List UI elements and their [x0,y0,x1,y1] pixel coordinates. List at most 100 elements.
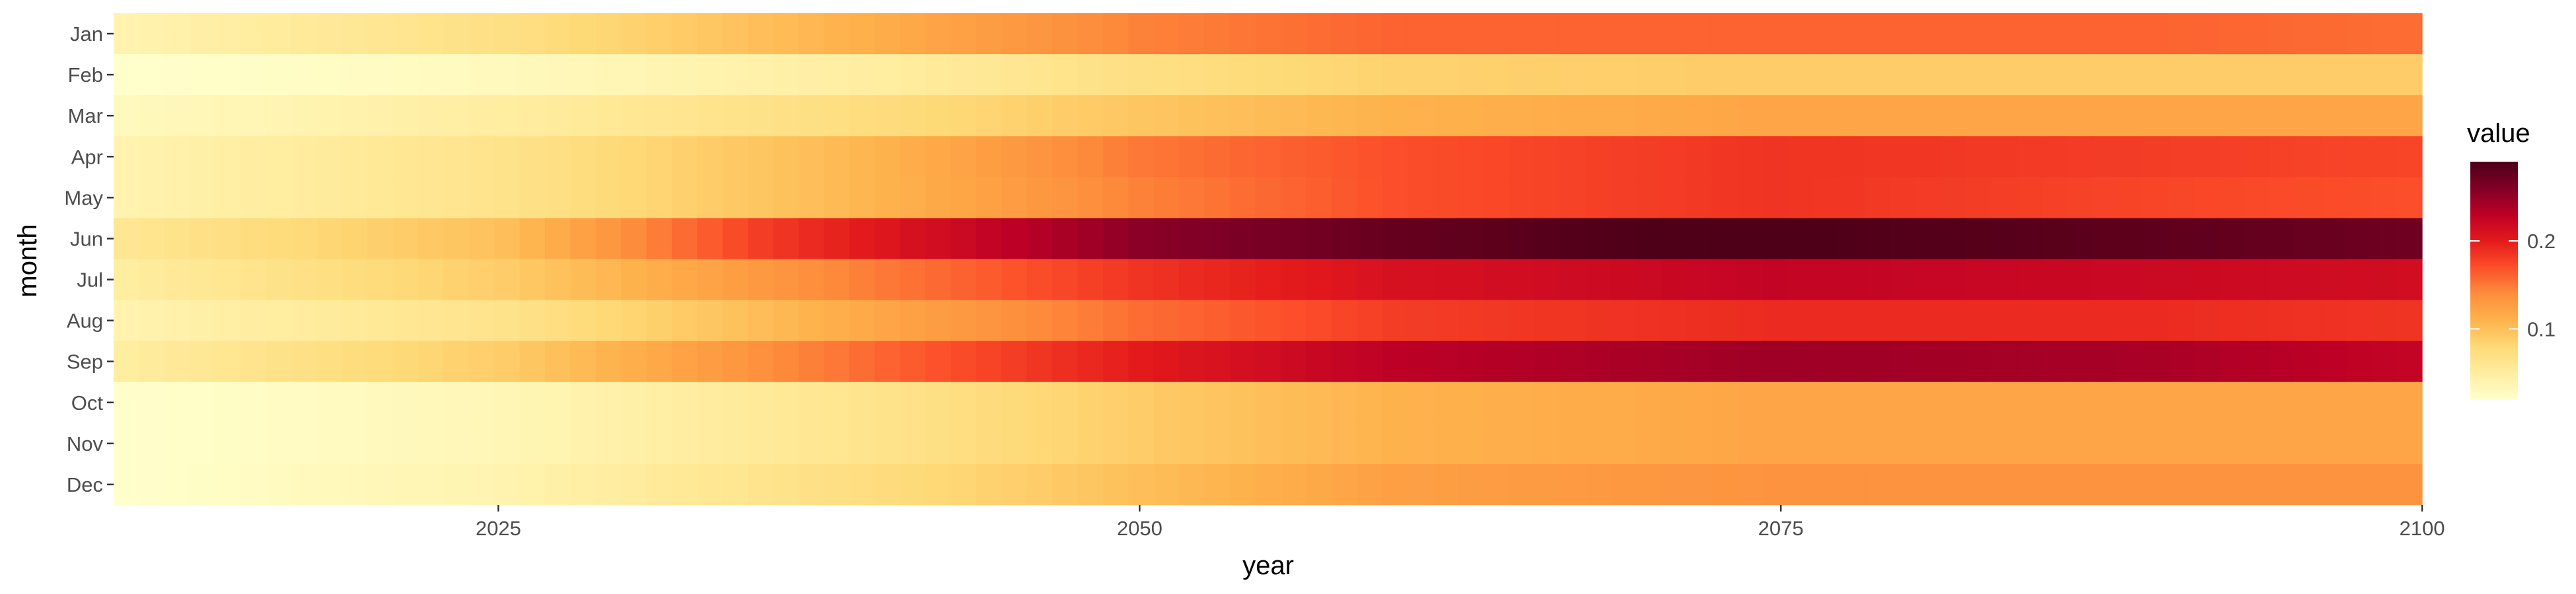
heatmap-cell [392,381,419,424]
heatmap-cell [1661,136,1687,178]
heatmap-cell [595,300,622,342]
heatmap-cell [1331,422,1357,465]
heatmap-row-jun [114,218,2423,259]
heatmap-cell [1026,300,1053,342]
heatmap-cell [1407,218,1433,259]
heatmap-cell [2041,136,2067,178]
heatmap-cell [316,13,343,55]
heatmap-cell [1280,177,1306,218]
heatmap-cell [2320,218,2347,259]
heatmap-cell [1965,218,1991,259]
heatmap-cell [1686,177,1713,218]
heatmap-cell [1052,177,1079,218]
heatmap-cell [2270,13,2296,55]
heatmap-cell [316,218,343,259]
heatmap-cell [1965,259,1991,300]
heatmap-cell [1711,381,1738,424]
heatmap-cell [1102,341,1129,383]
heatmap-cell [773,463,799,506]
heatmap-cell [2244,341,2271,383]
heatmap-cell [925,218,952,259]
heatmap-cell [621,13,647,55]
heatmap-cell [215,259,241,300]
heatmap-cell [2194,259,2220,300]
heatmap-cell [1356,463,1382,506]
heatmap-cell [1001,218,1028,259]
heatmap-cell [1711,95,1738,137]
heatmap-cell [1102,95,1129,137]
heatmap-cell [1280,300,1306,342]
heatmap-cell [2320,422,2347,465]
heatmap-cell [1306,422,1332,465]
heatmap-cell [748,54,774,96]
heatmap-cell [2092,381,2118,424]
heatmap-cell [849,381,875,424]
heatmap-cell [468,341,495,383]
heatmap-cell [1052,259,1079,300]
heatmap-cell [2345,422,2372,465]
heatmap-cell [367,177,394,218]
heatmap-cell [1128,381,1155,424]
heatmap-cell [1965,381,1991,424]
heatmap-cell [976,13,1002,55]
heatmap-cell [2270,95,2296,137]
heatmap-cell [1483,341,1509,383]
heatmap-cell [1635,341,1662,383]
legend-tick-label: 0.2 [2527,230,2556,253]
heatmap-cell [1483,218,1509,259]
heatmap-cell [1610,422,1636,465]
heatmap-cell [2295,259,2321,300]
heatmap-cell [1787,341,1814,383]
heatmap-cell [1458,177,1484,218]
y-tick-label: Dec [67,473,103,496]
heatmap-cell [1407,177,1433,218]
heatmap-cell [341,381,368,424]
heatmap-cell [1965,300,1991,342]
heatmap-cell [1280,341,1306,383]
heatmap-cell [1813,218,1840,259]
heatmap-cell [1153,136,1180,178]
heatmap-cell [1787,300,1814,342]
heatmap-cell [1534,13,1560,55]
heatmap-cell [798,259,824,300]
heatmap-cell [341,136,368,178]
heatmap-cell [1306,463,1332,506]
heatmap-cell [1153,300,1180,342]
heatmap-cell [1737,381,1764,424]
heatmap-cell [1458,422,1484,465]
heatmap-cell [950,259,977,300]
heatmap-cell [2219,300,2245,342]
heatmap-cell [875,259,901,300]
heatmap-cell [849,136,875,178]
heatmap-cell [443,95,470,137]
heatmap-cell [468,381,495,424]
heatmap-cell [2092,422,2118,465]
heatmap-cell [1128,422,1155,465]
heatmap-cell [1610,13,1636,55]
heatmap-cell [1179,422,1205,465]
heatmap-cell [1864,218,1890,259]
heatmap-cell [1635,177,1662,218]
heatmap-cell [950,218,977,259]
heatmap-cell [1179,177,1205,218]
heatmap-cell [2168,218,2194,259]
heatmap-cell [2118,218,2144,259]
heatmap-cell [544,381,571,424]
heatmap-cell [1914,13,1941,55]
heatmap-cell [1356,177,1382,218]
heatmap-cell [215,13,241,55]
heatmap-cell [1610,54,1636,96]
heatmap-cell [215,422,241,465]
heatmap-cell [595,422,622,465]
heatmap-cell [494,218,520,259]
heatmap-cell [1965,422,1991,465]
heatmap-cell [1635,463,1662,506]
heatmap-cell [2295,177,2321,218]
heatmap-cell [2345,381,2372,424]
heatmap-cell [1737,341,1764,383]
heatmap-cell [1509,13,1535,55]
heatmap-cell [646,136,672,178]
heatmap-cell [1509,95,1535,137]
heatmap-cell [798,422,824,465]
heatmap-cell [1737,259,1764,300]
